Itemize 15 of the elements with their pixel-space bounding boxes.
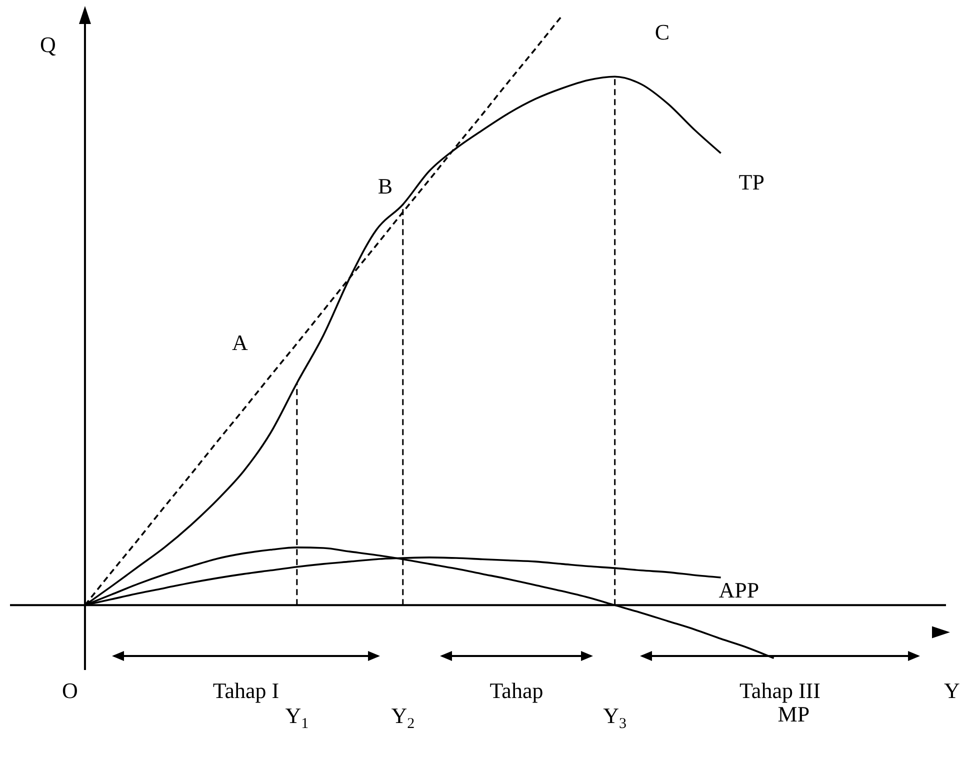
text: Tahap	[490, 678, 544, 703]
annotation: C	[654, 20, 670, 45]
text: Tahap I	[212, 678, 280, 703]
x-axis-title: Y	[944, 678, 960, 704]
annotation: A	[232, 330, 248, 355]
annotation: B	[378, 173, 393, 198]
y-axis-title: Q	[40, 32, 56, 57]
series-label: TP	[738, 170, 764, 195]
text: Tahap III	[740, 678, 820, 703]
series-label: APP	[718, 577, 760, 602]
x-tick-label: Y$_{1}$	[285, 703, 309, 732]
x-tick-label: Y$_{2}$	[391, 703, 415, 732]
series-label: MP	[778, 702, 810, 727]
text: O	[62, 678, 78, 703]
x-tick-label: Y$_{3}$	[603, 703, 627, 732]
